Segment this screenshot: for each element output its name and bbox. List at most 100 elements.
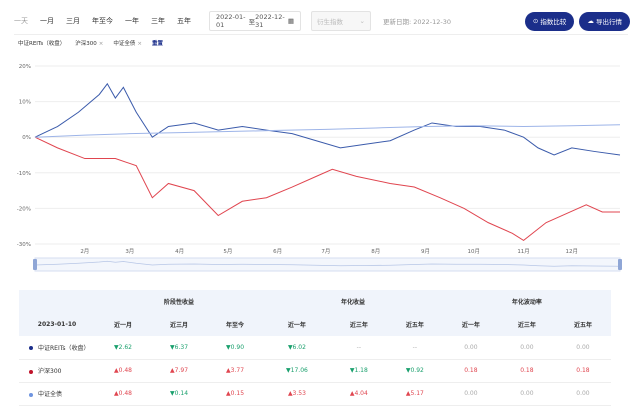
table-cell: ▼6.02	[263, 336, 331, 360]
table-row: 中证全债 ▲0.48 ▼0.14 ▲0.15 ▲3.53 ▲4.04 ▲5.17 0.00 0.…	[19, 382, 611, 406]
column-header: 近一年	[442, 313, 499, 336]
table-cell: 0.18	[554, 359, 611, 383]
range-1[interactable]: 一月	[40, 17, 54, 25]
row-label: 中证REITs（收盘）	[38, 344, 90, 352]
table-cell: ▼2.62	[95, 336, 152, 360]
table-cell: 0.18	[498, 359, 555, 383]
header-blank	[19, 290, 95, 313]
group-header: 阶段性收益	[95, 290, 264, 313]
table-cell: --	[386, 336, 443, 360]
select-placeholder: 衍生指数	[317, 18, 343, 26]
range-6[interactable]: 五年	[177, 17, 191, 25]
series-dot	[29, 369, 33, 374]
close-icon[interactable]: ×	[98, 41, 104, 47]
row-label: 沪深300	[38, 368, 62, 375]
derived-index-select[interactable]: 衍生指数 ⌄	[311, 11, 371, 31]
table-cell: ▲0.48	[95, 359, 152, 383]
cloud-icon: ☁	[587, 17, 596, 25]
y-tick-label: -10%	[17, 171, 31, 177]
x-tick-label: 7月	[321, 248, 330, 255]
table-cell: 0.00	[498, 382, 555, 406]
legend-tags: 中证REITs（收盘） 沪深300 × 中证全债 × 重置	[18, 39, 173, 47]
x-tick-label: 8月	[371, 248, 380, 255]
legend-tag[interactable]: 中证全债 ×	[113, 39, 142, 47]
series-line-1	[34, 136, 620, 242]
toolbar: 一天 一月 三月 年至今 一年 三年 五年 2022-01-01 至 2022-12-31 …	[14, 10, 630, 32]
table-cell: 0.00	[498, 336, 555, 360]
column-header: 近一年	[263, 313, 331, 336]
chevron-down-icon: ⌄	[359, 17, 365, 25]
range-5[interactable]: 三年	[151, 17, 165, 25]
series-dot	[29, 392, 33, 397]
update-date: 更新日期: 2022-12-30	[383, 18, 452, 26]
row-name: 中证全债	[19, 382, 95, 406]
date-end: 2022-12-31	[255, 13, 285, 29]
close-icon[interactable]: ×	[137, 41, 142, 47]
x-tick-label: 12月	[566, 248, 579, 255]
table-cell: 0.18	[442, 359, 499, 383]
group-header: 年化波动率	[442, 290, 611, 313]
range-4[interactable]: 一年	[125, 17, 139, 25]
x-tick-label: 11月	[517, 248, 530, 255]
table-cell: ▼17.06	[263, 359, 331, 383]
table-cell: ▲3.77	[207, 359, 264, 383]
x-tick-label: 6月	[273, 248, 282, 255]
series-line-0	[34, 82, 621, 156]
table-cell: ▼6.37	[151, 336, 208, 360]
table-cell: 0.00	[442, 336, 499, 360]
x-tick-label: 5月	[223, 248, 232, 255]
returns-table: 阶段性收益 年化收益 年化波动率 2023-01-10 近一月 近三月 年至今 近一年 近三年近…	[19, 290, 611, 406]
row-name: 沪深300	[19, 359, 95, 383]
series-dot	[29, 346, 33, 351]
date-start: 2022-01-01	[216, 13, 246, 29]
range-0[interactable]: 一天	[14, 17, 28, 25]
table-cell: ▲0.48	[95, 382, 152, 406]
x-tick-label: 4月	[175, 248, 184, 255]
date-range-picker[interactable]: 2022-01-01 至 2022-12-31 ▦	[209, 11, 301, 31]
slider-handle-right[interactable]	[618, 259, 622, 270]
group-header: 年化收益	[263, 290, 443, 313]
legend-tag[interactable]: 中证REITs（收盘）	[18, 39, 65, 47]
y-tick-label: -30%	[17, 242, 31, 248]
range-2[interactable]: 三月	[66, 17, 80, 25]
tag-label: 中证REITs（收盘）	[18, 41, 66, 47]
reset-button[interactable]: 重置	[151, 41, 163, 47]
x-tick-label: 10月	[468, 248, 481, 255]
table-cell: ▼0.90	[207, 336, 264, 360]
row-label: 中证全债	[38, 391, 63, 398]
table-cell: 0.00	[554, 336, 611, 360]
tag-label: 沪深300	[75, 41, 97, 47]
column-header: 年至今	[207, 313, 264, 336]
range-3[interactable]: 年至今	[92, 17, 113, 25]
column-header: 近三年	[498, 313, 555, 336]
column-header: 近一月	[95, 313, 152, 336]
table-cell: ▼0.14	[151, 382, 208, 406]
y-tick-label: 20%	[19, 64, 31, 70]
column-header: 近三月	[151, 313, 208, 336]
calendar-icon: ▦	[287, 17, 294, 25]
x-tick-label: 2月	[80, 248, 89, 255]
table-row: 沪深300 ▲0.48 ▲7.97 ▲3.77 ▼17.06 ▼1.18 ▼0.92 0.18…	[19, 359, 611, 383]
export-button[interactable]: ☁ 导出行情	[579, 11, 630, 31]
y-tick-label: 10%	[19, 100, 31, 106]
column-header: 近五年	[386, 313, 443, 336]
table-cell: ▲4.04	[330, 382, 387, 406]
table-cell: ▼0.92	[386, 359, 443, 383]
legend-tag[interactable]: 沪深300 ×	[75, 39, 103, 47]
slider-handle-left[interactable]	[33, 259, 37, 270]
date-header: 2023-01-10	[19, 313, 95, 336]
column-header: 近五年	[554, 313, 611, 336]
x-tick-label: 3月	[125, 248, 134, 255]
compare-icon: ⊙	[532, 17, 541, 25]
tag-label: 中证全债	[113, 41, 136, 47]
table-cell: 0.00	[442, 382, 499, 406]
table-cell: ▲0.15	[207, 382, 264, 406]
row-name: 中证REITs（收盘）	[19, 336, 95, 360]
y-tick-label: 0%	[22, 135, 31, 141]
zoom-slider[interactable]	[34, 257, 621, 272]
compare-button[interactable]: ⊙ 指数比较	[524, 11, 575, 31]
line-chart: 20% 10% 0% -10% -20% -30% 2月 3月 4月 5月 6月 7月 8月 9月 10月 1…	[17, 64, 622, 272]
column-header: 近三年	[330, 313, 387, 336]
table-cell: ▲3.53	[263, 382, 331, 406]
slider-preview	[34, 260, 621, 267]
